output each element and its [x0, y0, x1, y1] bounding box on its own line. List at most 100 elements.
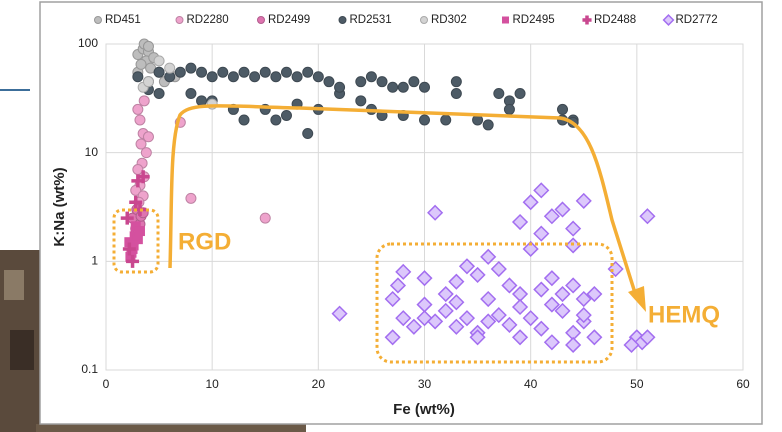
point — [120, 211, 134, 225]
x-tick-label: 20 — [312, 377, 326, 391]
annotation: RGD — [178, 228, 231, 255]
point — [125, 251, 136, 262]
y-tick-label: 0.1 — [81, 362, 98, 376]
x-axis-title: Fe (wt%) — [393, 401, 455, 418]
top-layer: 0 10 20 30 40 50 60 0.1 1 10 100 RD451 RD2280 RD2499 R… — [78, 14, 750, 391]
legend-marker — [662, 14, 675, 26]
point — [458, 258, 476, 275]
point — [355, 95, 367, 107]
point — [575, 290, 592, 308]
x-tick-label: 10 — [205, 377, 219, 391]
point — [448, 273, 465, 290]
legend-marker — [175, 16, 184, 24]
legend-marker — [420, 16, 428, 24]
legend-marker — [502, 16, 509, 24]
point — [448, 294, 465, 311]
point — [130, 184, 142, 196]
point — [280, 109, 292, 121]
point — [450, 76, 462, 88]
point — [419, 81, 430, 93]
point — [493, 88, 505, 100]
legend-label: RD2531 — [350, 14, 392, 26]
legend-label: RD2488 — [594, 14, 636, 26]
decor-photo — [36, 424, 306, 432]
point — [142, 76, 154, 88]
point — [575, 192, 592, 209]
legend-label: RD2499 — [268, 14, 310, 26]
point — [554, 285, 571, 303]
legend-marker — [94, 16, 102, 24]
point — [533, 320, 550, 337]
decor-photo — [4, 270, 24, 300]
legend-label: RD2495 — [513, 14, 555, 26]
point — [490, 307, 507, 324]
point — [480, 313, 497, 330]
point — [138, 95, 150, 107]
point — [384, 290, 401, 308]
point — [607, 260, 624, 278]
point — [490, 260, 507, 278]
point — [185, 192, 197, 204]
x-tick-label: 50 — [630, 377, 644, 391]
point — [185, 88, 197, 100]
x-tick-label: 60 — [736, 377, 750, 391]
point — [291, 71, 303, 83]
point — [132, 71, 144, 83]
point — [437, 285, 454, 303]
legend-label: RD302 — [431, 14, 467, 26]
point — [259, 212, 271, 224]
legend-label: RD2280 — [187, 14, 229, 26]
point — [522, 194, 539, 211]
point — [196, 66, 208, 78]
point — [514, 88, 526, 100]
legend-marker — [257, 16, 265, 24]
y-tick-label: 1 — [91, 254, 98, 268]
point — [469, 266, 486, 283]
point — [565, 220, 582, 237]
point — [365, 71, 377, 83]
point — [334, 81, 346, 93]
point — [575, 307, 592, 324]
point — [153, 88, 165, 100]
point — [427, 313, 444, 330]
point — [448, 318, 465, 335]
point — [503, 103, 515, 115]
legend-label: RD451 — [105, 14, 141, 26]
point — [533, 225, 550, 242]
trend-arrow — [168, 104, 638, 297]
point — [522, 240, 539, 258]
point — [174, 66, 186, 78]
point — [153, 55, 165, 67]
point — [511, 329, 529, 346]
point — [129, 195, 143, 209]
point — [227, 71, 239, 83]
point — [397, 81, 409, 93]
point — [565, 277, 582, 294]
point — [554, 201, 571, 218]
point — [511, 213, 529, 231]
point — [437, 302, 454, 319]
point — [238, 114, 250, 126]
point — [586, 285, 603, 303]
point — [249, 71, 261, 83]
point — [164, 62, 176, 74]
point — [554, 302, 571, 319]
point — [302, 128, 314, 140]
hemq-box — [375, 242, 614, 364]
legend-marker — [338, 16, 347, 24]
legend-label: RD2772 — [676, 14, 718, 26]
point — [469, 329, 486, 346]
point — [128, 240, 139, 251]
point — [132, 234, 143, 245]
point — [408, 76, 420, 88]
point — [623, 336, 640, 354]
y-tick-label: 100 — [78, 36, 98, 50]
decor-photo — [10, 330, 34, 370]
point — [458, 310, 476, 327]
point — [270, 114, 282, 126]
point — [389, 277, 407, 294]
point — [142, 40, 154, 52]
point — [557, 103, 569, 115]
